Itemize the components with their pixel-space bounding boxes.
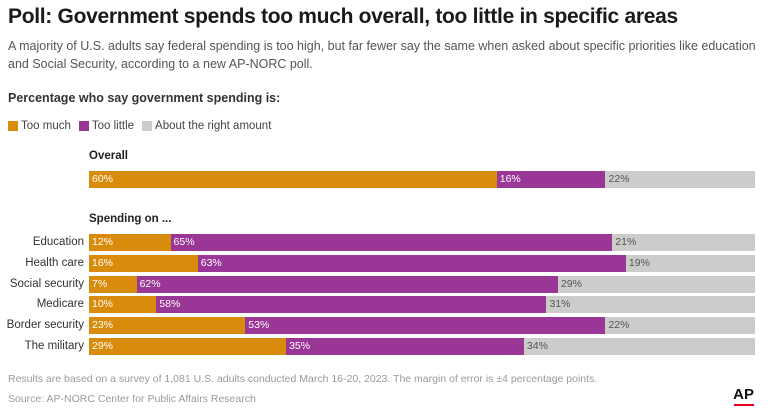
bar-segment-overall-too-much: 60% [89,171,497,188]
group-title-overall: Overall [89,150,128,162]
chart-title: Poll: Government spends too much overall… [8,5,678,28]
legend-label-too-little: Too little [91,120,135,132]
row-label-education: Education [32,236,84,248]
bar-border-security: 23% 53% 22% [89,317,755,335]
legend-item-too-much: Too much [8,120,71,132]
bar-segment-health-care-too-little: 63% [197,254,626,272]
legend-label-about-right: About the right amount [155,120,272,132]
bar-segment-border-security-too-little: 53% [245,317,606,335]
bar-segment-social-security-too-little: 62% [136,275,558,293]
bar-segment-overall-about-the-right-amount: 22% [605,171,755,188]
bar-segment-medicare-too-little: 58% [156,296,547,314]
row-label-social-security: Social security [9,277,84,290]
bar-the-military: 29% 35% 34% [89,338,755,355]
row-label-border-security: Border security [6,319,84,332]
bar-segment-border-security-too-much: 23% [89,317,246,335]
row-label-the-military: The military [24,340,84,352]
bar-education: 12% 65% 21% [89,234,755,251]
bar-segment-health-care-about-the-right-amount: 19% [625,254,755,272]
bar-segment-the-military-too-much: 29% [89,338,287,355]
footnote: Results are based on a survey of 1,081 U… [8,373,598,385]
group-title-spending-on: Spending on ... [89,213,172,225]
bar-segment-medicare-too-much: 10% [89,296,157,314]
bar-segment-education-too-much: 12% [89,234,171,251]
legend-swatch-about-right [142,121,153,131]
chart-subtitle: A majority of U.S. adults say federal sp… [8,39,756,71]
section-label: Percentage who say government spending i… [8,91,281,105]
bar-health-care: 16% 63% 19% [89,254,755,272]
bar-segment-overall-too-little: 16% [496,171,606,188]
bar-segment-social-security-too-much: 7% [89,275,137,293]
bar-segment-border-security-about-the-right-amount: 22% [605,317,755,335]
legend-swatch-too-much [8,121,18,131]
legend-item-too-little: Too little [78,120,135,132]
bar-segment-health-care-too-much: 16% [89,254,198,272]
legend-label-too-much: Too much [21,120,71,132]
ap-logo-underline [734,404,754,406]
legend-swatch-too-little [78,121,89,131]
bar-segment-education-about-the-right-amount: 21% [612,234,755,251]
bar-segment-the-military-about-the-right-amount: 34% [523,338,755,355]
row-label-health-care: Health care [25,256,84,269]
legend-item-about-right: About the right amount [142,120,271,132]
bar-overall: 60% 16% 22% [89,171,755,188]
bar-medicare: 10% 58% 31% [89,296,755,314]
bar-segment-education-too-little: 65% [170,234,613,251]
bar-segment-social-security-about-the-right-amount: 29% [557,275,755,293]
ap-logo: AP [733,386,754,403]
bar-social-security: 7% 62% 29% [89,275,755,293]
row-label-medicare: Medicare [36,298,84,311]
legend: Too much Too little About the right amou… [8,119,271,133]
source-note: Source: AP-NORC Center for Public Affair… [8,393,256,405]
bar-segment-the-military-too-little: 35% [286,338,524,355]
bar-segment-medicare-about-the-right-amount: 31% [546,296,755,314]
